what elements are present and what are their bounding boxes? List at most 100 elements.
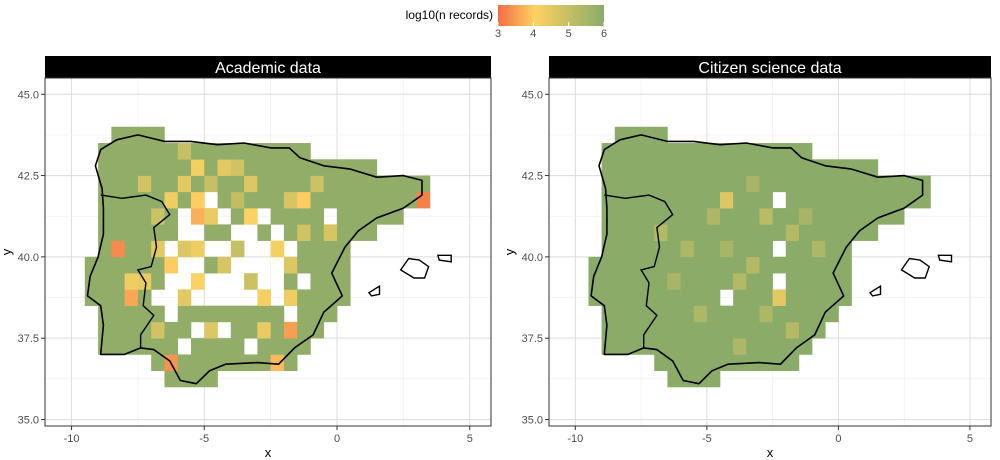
raster-cell [746, 159, 760, 176]
raster-cell [720, 321, 734, 339]
raster-cell [627, 321, 642, 339]
raster-cell [706, 305, 721, 323]
raster-cell [337, 208, 351, 225]
raster-cell [151, 273, 165, 290]
raster-cell [680, 289, 694, 306]
raster-cell [204, 159, 218, 176]
raster-cell [337, 175, 351, 193]
raster-cell [785, 175, 800, 193]
raster-cell [759, 240, 773, 258]
raster-cell [772, 143, 787, 160]
raster-cell [706, 256, 721, 274]
raster-cell [390, 175, 404, 193]
raster-cell [151, 240, 165, 258]
raster-cell [627, 143, 642, 160]
raster-cell [706, 338, 721, 355]
raster-cell [601, 159, 616, 176]
legend-tick-label: 4 [530, 28, 536, 40]
raster-cell [270, 159, 285, 176]
raster-cell [98, 321, 112, 339]
raster-cell [244, 321, 258, 339]
raster-cell [759, 256, 773, 274]
raster-cell [310, 289, 325, 306]
raster-cell [310, 191, 325, 209]
raster-cell [680, 191, 694, 209]
y-tick-label: 45.0 [522, 89, 543, 101]
raster-cell [177, 321, 192, 339]
raster-cell [785, 208, 800, 225]
raster-cell [363, 175, 378, 193]
raster-cell [733, 321, 747, 339]
raster-cell [111, 175, 125, 193]
raster-cell [798, 159, 813, 176]
raster-cell [244, 143, 258, 160]
y-tick-label: 35.0 [18, 414, 39, 426]
raster-cell [363, 191, 378, 209]
balearic-island [367, 284, 381, 297]
coastline-outline [590, 134, 953, 385]
raster-cell [812, 159, 826, 176]
raster-cell [654, 354, 668, 372]
raster-cell [137, 191, 152, 209]
raster-cell [614, 240, 629, 258]
raster-cell [693, 175, 708, 193]
raster-cell [177, 159, 192, 176]
raster-cell [798, 289, 813, 306]
y-tick-label: 40.0 [522, 252, 543, 264]
raster-cell [257, 321, 271, 339]
raster-cell [627, 305, 642, 323]
raster-cell [270, 175, 285, 193]
raster-cell [891, 191, 905, 209]
raster-cell [98, 208, 112, 225]
raster-cell [601, 208, 616, 225]
raster-cell [124, 240, 139, 258]
raster-cell [323, 240, 338, 258]
raster-cell [204, 370, 218, 388]
raster-cell [680, 370, 694, 388]
raster-cell [680, 305, 694, 323]
panel-citizen-science: Citizen science data -10 -5 0 5 35.0 37.5 40.… [502, 56, 992, 460]
raster-cell [641, 143, 655, 160]
raster-cell [733, 191, 747, 209]
raster-cell [191, 305, 205, 323]
raster-cell [323, 289, 338, 306]
raster-cell [204, 354, 218, 372]
raster-cell [297, 159, 311, 176]
raster-cell [337, 289, 351, 306]
raster-cell [297, 305, 311, 323]
raster-cell [151, 208, 165, 225]
raster-cell [667, 338, 681, 355]
raster-cell [403, 191, 417, 209]
raster-cell [680, 175, 694, 193]
raster-cell [864, 175, 879, 193]
raster-cell [111, 256, 125, 274]
raster-cell [124, 224, 139, 241]
raster-cell [191, 273, 205, 290]
raster-cell [614, 305, 629, 323]
raster-cell [177, 143, 192, 160]
raster-cell [124, 143, 139, 160]
raster-cell [151, 159, 165, 176]
raster-cell [270, 354, 285, 372]
raster-cell [614, 191, 629, 209]
raster-cell [627, 289, 642, 306]
raster-cell [759, 273, 773, 290]
raster-cell [772, 256, 787, 274]
raster-cell [720, 305, 734, 323]
raster-cell [270, 305, 285, 323]
raster-cell [191, 240, 205, 258]
raster-cell [667, 208, 681, 225]
raster-cell [137, 240, 152, 258]
raster-cell [614, 224, 629, 241]
raster-cell [124, 289, 139, 306]
raster-cell [177, 370, 192, 388]
raster-cell [257, 175, 271, 193]
raster-cell [137, 256, 152, 274]
raster-cell [877, 175, 892, 193]
raster-cell [191, 208, 205, 225]
raster-cell [416, 191, 431, 209]
raster-cell [759, 159, 773, 176]
raster-cell [323, 159, 338, 176]
raster-cell [825, 305, 839, 323]
